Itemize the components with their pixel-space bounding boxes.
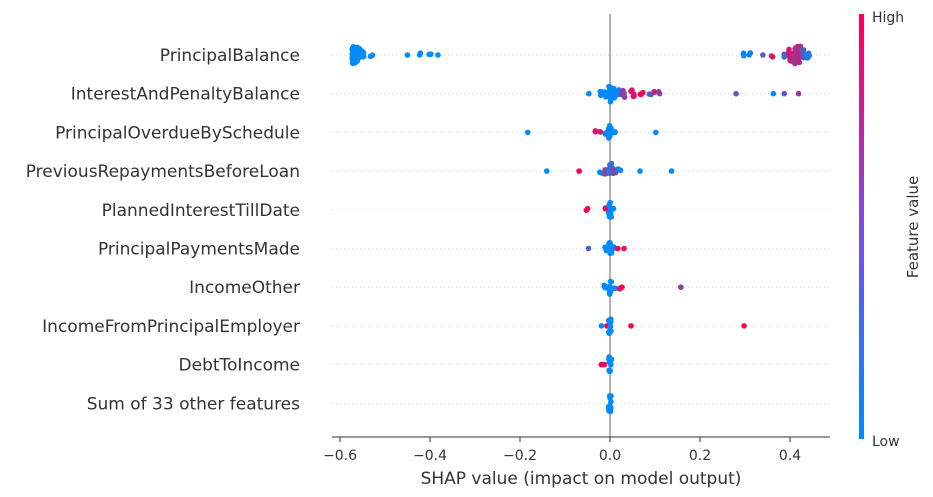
data-points [349, 43, 812, 415]
feature-labels: PrincipalBalance InterestAndPenaltyBalanc… [26, 46, 300, 414]
shap-point [606, 240, 612, 247]
shap-point [358, 48, 364, 55]
shap-point [586, 90, 592, 97]
shap-point [608, 398, 614, 405]
shap-point [621, 245, 627, 252]
shap-point [733, 90, 739, 97]
shap-point [428, 51, 434, 57]
shap-point [435, 52, 441, 58]
feature-label: PlannedInterestTillDate [102, 201, 300, 221]
x-tick-label: −0.2 [503, 448, 537, 464]
feature-label: Sum of 33 other features [87, 394, 300, 414]
shap-point [628, 323, 634, 329]
shap-point [598, 323, 605, 329]
shap-point [605, 404, 612, 411]
x-tick-label: 0.0 [599, 448, 621, 464]
x-axis-ticks: −0.6 −0.4 −0.2 0.0 0.2 0.4 [323, 437, 801, 464]
shap-point [607, 323, 614, 330]
shap-point [794, 43, 801, 50]
row-guides [332, 54, 830, 404]
feature-label: PrincipalOverdueBySchedule [55, 123, 300, 143]
shap-point [608, 356, 615, 363]
colorbar-high-label: High [872, 10, 904, 26]
shap-point [607, 278, 614, 285]
shap-point [640, 89, 646, 96]
feature-label: InterestAndPenaltyBalance [71, 85, 300, 105]
shap-point [796, 59, 803, 66]
shap-point [617, 167, 624, 174]
x-tick-label: −0.4 [413, 448, 447, 464]
shap-point [611, 285, 617, 291]
shap-point [619, 284, 625, 291]
shap-point [792, 60, 798, 67]
shap-point [800, 49, 806, 56]
shap-point [769, 54, 776, 60]
shap-point [790, 56, 796, 62]
shap-point [583, 207, 590, 214]
shap-point [606, 133, 612, 139]
shap-point [367, 53, 374, 60]
shap-point [404, 52, 411, 58]
feature-label: PrincipalBalance [160, 46, 300, 66]
shap-point [781, 90, 788, 97]
shap-point [760, 52, 766, 58]
shap-point [605, 126, 612, 132]
shap-point [610, 169, 616, 175]
shap-point [608, 250, 615, 256]
shap-point [605, 89, 612, 96]
shap-point [601, 361, 608, 368]
shap-point [355, 53, 361, 60]
shap-point [741, 323, 747, 329]
shap-point [543, 168, 550, 174]
shap-point [795, 52, 802, 58]
shap-point [354, 58, 361, 64]
feature-label: IncomeOther [189, 278, 300, 298]
shap-point [677, 284, 684, 291]
shap-point [615, 245, 621, 252]
colorbar-title: Feature value [904, 176, 922, 278]
shap-point [597, 129, 604, 135]
x-tick-label: 0.4 [779, 448, 801, 464]
shap-point [576, 168, 582, 174]
shap-point [606, 83, 612, 90]
shap-point [610, 129, 616, 136]
shap-point [804, 55, 811, 61]
colorbar [859, 14, 864, 439]
shap-point [416, 52, 423, 58]
shap-point [741, 51, 747, 58]
x-tick-label: 0.2 [689, 448, 711, 464]
shap-point [621, 94, 628, 100]
x-axis-label: SHAP value (impact on model output) [421, 469, 742, 489]
shap-point [795, 90, 802, 97]
shap-point [524, 129, 531, 136]
shap-point [653, 129, 659, 136]
shap-point [747, 50, 754, 56]
shap-point [629, 87, 635, 93]
feature-label: DebtToIncome [179, 356, 300, 376]
shap-point [606, 317, 612, 324]
x-tick-label: −0.6 [323, 448, 357, 464]
feature-label: PrincipalPaymentsMade [98, 240, 300, 260]
colorbar-low-label: Low [872, 434, 900, 450]
shap-point [608, 205, 615, 212]
shap-point [606, 367, 612, 374]
shap-point [668, 168, 675, 174]
shap-point [651, 89, 658, 95]
shap-point [781, 54, 788, 60]
shap-point [770, 90, 777, 97]
feature-label: IncomeFromPrincipalEmployer [42, 317, 300, 337]
feature-label: PreviousRepaymentsBeforeLoan [26, 162, 300, 182]
shap-point [656, 90, 663, 97]
shap-point [607, 327, 614, 334]
shap-point [592, 128, 599, 135]
shap-point [585, 245, 592, 252]
shap-point [637, 168, 643, 174]
